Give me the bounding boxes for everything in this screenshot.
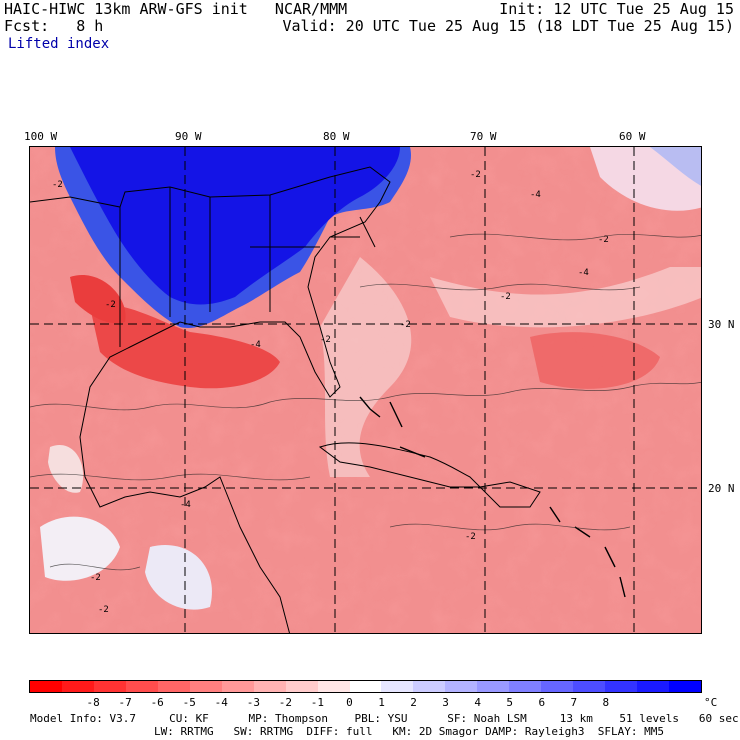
contour-label: -2 [52,180,63,190]
lighter-band-atlantic [430,267,701,328]
contour-label: -4 [180,500,191,510]
islands-caribbean [359,396,626,598]
colorbar-tick-label: -8 [86,696,100,709]
instability-atlantic [530,332,660,389]
colorbar-swatch [285,681,318,692]
colorbar-tick-label: -7 [118,696,132,709]
contour-label: -2 [90,573,101,583]
lon-label-100w: 100 W [24,130,58,143]
colorbar-swatch [637,681,670,692]
contour-label: -2 [105,300,116,310]
colorbar-unit: °C [704,696,718,709]
colorbar-tick-label: -1 [310,696,325,709]
colorbar-swatch [445,681,478,692]
map-canvas: -2 -2 -2 -2 -2 -2 -2 -2 -2 -2 -4 -4 -4 -… [30,147,701,633]
lat-label-20n: 20 N [708,482,735,495]
colorbar-tick-label: 3 [442,696,449,709]
colorbar-swatch [605,681,638,692]
model-title: HAIC-HIWC 13km ARW-GFS init NCAR/MMM [4,0,348,18]
neutral-yucatan [48,445,84,493]
contour-label-group: -2 -2 -2 -2 -2 -2 -2 -2 -2 -2 -4 -4 -4 -… [52,170,609,615]
lon-label-90w: 90 W [175,130,202,143]
colorbar-swatch [253,681,286,692]
colorbar-swatch [349,681,382,692]
lat-label-30n: 30 N [708,318,735,331]
colorbar-tick-label: -3 [246,696,260,709]
colorbar-tick-label: 8 [602,696,610,709]
colorbar-swatch [30,681,62,692]
valid-time: Valid: 20 UTC Tue 25 Aug 15 (18 LDT Tue … [282,17,734,35]
colorbar [29,680,702,693]
colorbar-swatch [157,681,190,692]
colorbar-swatch [189,681,222,692]
contour-label: -2 [470,170,481,180]
colorbar-tick-label: -4 [214,696,228,709]
strong-instability-texas [70,275,126,324]
stable-northeast [650,147,701,186]
colorbar-tick-label: 1 [378,696,385,709]
contour-label: -2 [500,292,511,302]
lon-label-80w: 80 W [323,130,350,143]
colorbar-tick-label: -6 [150,696,164,709]
colorbar-swatch [93,681,126,692]
forecast-hour: Fcst: 8 h [4,17,104,35]
colorbar-tick-label: 7 [570,696,578,709]
colorbar-swatch [669,681,702,692]
lat-lon-grid [30,147,701,633]
neutral-central-america [145,545,212,610]
contour-label: -4 [250,340,261,350]
lifted-index-map: -2 -2 -2 -2 -2 -2 -2 -2 -2 -2 -4 -4 -4 -… [29,146,702,634]
contour-label: -2 [465,532,476,542]
colorbar-swatch [509,681,542,692]
colorbar-tick-label: 0 [346,696,353,709]
colorbar-swatch [477,681,510,692]
contour-label: -4 [530,190,541,200]
contour-label: -2 [98,605,109,615]
contour-label: -2 [320,335,331,345]
very-stable-region [70,147,400,305]
contour-label: -2 [598,235,609,245]
model-info-line2: LW: RRTMG SW: RRTMG DIFF: full KM: 2D Sm… [154,725,664,738]
contour-lines [30,233,701,571]
lon-label-70w: 70 W [470,130,497,143]
colorbar-swatch [413,681,446,692]
field-name: Lifted index [8,36,110,52]
colorbar-swatch [61,681,94,692]
lon-label-60w: 60 W [619,130,646,143]
colorbar-tick-label: -5 [182,696,196,709]
contour-label: -2 [400,320,411,330]
colorbar-swatch [125,681,158,692]
colorbar-tick-label: 5 [506,696,514,709]
colorbar-tick-label: 2 [410,696,417,709]
model-info-line1: Model Info: V3.7 CU: KF MP: Thompson PBL… [30,712,739,725]
colorbar-tick-label: 6 [538,696,546,709]
colorbar-tick-label: -2 [278,696,292,709]
lighter-band-east [320,257,412,477]
init-time: Init: 12 UTC Tue 25 Aug 15 [499,0,734,18]
colorbar-swatch [381,681,414,692]
coastlines [30,166,541,633]
contour-label: -4 [578,268,589,278]
colorbar-swatch [221,681,254,692]
colorbar-swatch [573,681,606,692]
colorbar-swatch [541,681,574,692]
colorbar-swatch [317,681,350,692]
colorbar-tick-label: 4 [474,696,481,709]
